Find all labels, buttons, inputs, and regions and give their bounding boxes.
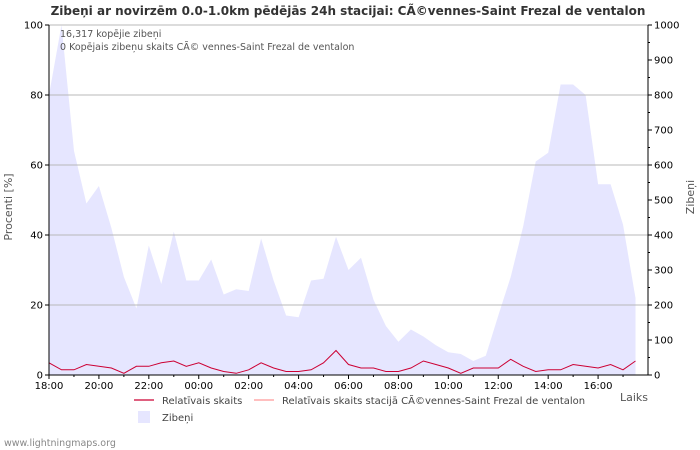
right-tick-label-800: 800 <box>654 91 673 102</box>
left-tick-label-0: 0 <box>37 371 43 382</box>
station-strikes-info: 0 Kopējais zibeņu skaits CÃ© vennes-Sain… <box>60 42 354 53</box>
x-tick-label-4: 02:00 <box>234 381 263 392</box>
right-tick-label-500: 500 <box>654 196 673 207</box>
x-tick-label-5: 04:00 <box>284 381 313 392</box>
x-tick-label-9: 12:00 <box>484 381 513 392</box>
right-axis-ticks: 0 100 200 300 400 500 600 700 800 900 1000 <box>648 21 679 382</box>
legend: Relatīvais skaits Relatīvais skaits stac… <box>134 394 585 424</box>
right-tick-label-300: 300 <box>654 266 673 277</box>
chart-title: Zibeņi ar novirzēm 0.0-1.0km pēdējās 24h… <box>51 3 646 18</box>
right-tick-label-100: 100 <box>654 336 673 347</box>
left-tick-label-40: 40 <box>30 231 43 242</box>
right-tick-label-1000: 1000 <box>654 21 679 32</box>
x-tick-label-11: 16:00 <box>584 381 613 392</box>
lightning-area-series <box>49 25 636 375</box>
x-tick-label-8: 10:00 <box>434 381 463 392</box>
legend-label-relative: Relatīvais skaits <box>162 396 242 407</box>
legend-swatch-strikes <box>138 411 150 423</box>
gridlines <box>49 24 648 306</box>
x-tick-label-3: 00:00 <box>184 381 213 392</box>
right-tick-label-600: 600 <box>654 161 673 172</box>
right-tick-label-900: 900 <box>654 56 673 67</box>
x-tick-label-0: 18:00 <box>35 381 64 392</box>
lightning-area <box>49 25 636 375</box>
right-tick-label-400: 400 <box>654 231 673 242</box>
right-tick-label-0: 0 <box>654 371 660 382</box>
relative-count-line <box>48 349 636 374</box>
x-tick-label-2: 22:00 <box>134 381 163 392</box>
left-axis-label: Procenti [%] <box>2 173 15 240</box>
footer-watermark: www.lightningmaps.org <box>4 438 116 449</box>
right-axis-label: Zibeņi <box>684 180 697 214</box>
legend-label-station: Relatīvais skaits stacijā CÃ©vennes-Sain… <box>282 394 585 407</box>
x-tick-label-10: 14:00 <box>534 381 563 392</box>
left-tick-label-60: 60 <box>30 161 43 172</box>
right-tick-label-700: 700 <box>654 126 673 137</box>
right-tick-label-200: 200 <box>654 301 673 312</box>
left-tick-label-20: 20 <box>30 301 43 312</box>
relative-count-series <box>48 349 636 374</box>
left-tick-label-80: 80 <box>30 91 43 102</box>
x-tick-label-6: 06:00 <box>334 381 363 392</box>
x-axis-label: Laiks <box>620 391 648 404</box>
legend-label-strikes: Zibeņi <box>162 413 193 424</box>
x-axis-ticks: 18:00 20:00 22:00 00:00 02:00 04:00 06:00 08:00… <box>35 375 624 392</box>
left-tick-label-100: 100 <box>24 21 43 32</box>
x-tick-label-1: 20:00 <box>85 381 114 392</box>
total-strikes-info: 16,317 kopējie zibeņi <box>60 29 161 40</box>
left-axis-ticks: 0 20 40 60 80 100 <box>24 21 49 382</box>
x-tick-label-7: 08:00 <box>384 381 413 392</box>
